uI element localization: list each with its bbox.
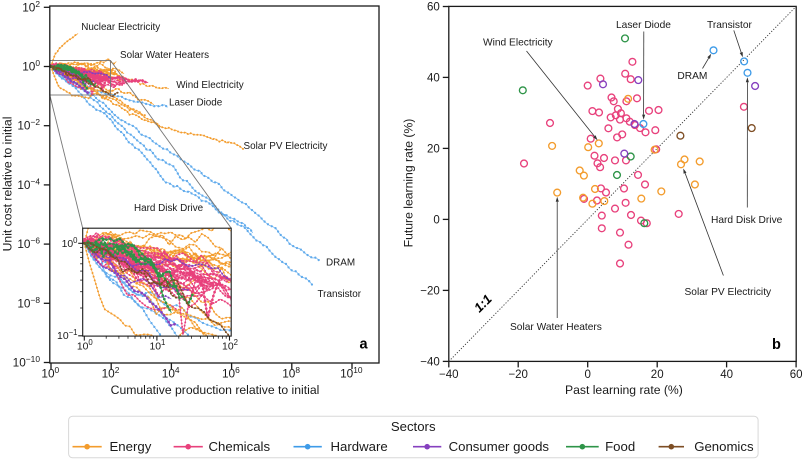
svg-text:Solar PV Electricity: Solar PV Electricity: [244, 141, 328, 152]
svg-text:40: 40: [427, 72, 440, 84]
svg-text:−20: −20: [420, 285, 440, 297]
svg-text:60: 60: [790, 369, 803, 381]
svg-text:Sectors: Sectors: [391, 419, 436, 434]
svg-text:Consumer goods: Consumer goods: [449, 439, 550, 454]
svg-text:Nuclear Electricity: Nuclear Electricity: [81, 22, 160, 33]
svg-text:−20: −20: [508, 369, 528, 381]
svg-text:Laser Diode: Laser Diode: [169, 97, 223, 108]
svg-text:Hardware: Hardware: [331, 439, 388, 454]
svg-text:Hard Disk Drive: Hard Disk Drive: [711, 215, 783, 226]
svg-text:DRAM: DRAM: [677, 71, 707, 82]
svg-text:Cumulative production relative: Cumulative production relative to initia…: [111, 383, 320, 397]
svg-text:Solar Water Heaters: Solar Water Heaters: [510, 322, 602, 333]
svg-text:Chemicals: Chemicals: [209, 439, 271, 454]
svg-text:−40: −40: [420, 356, 440, 368]
svg-text:Food: Food: [605, 439, 635, 454]
svg-text:0: 0: [433, 214, 439, 226]
svg-text:20: 20: [651, 369, 664, 381]
svg-text:Unit cost relative to initial: Unit cost relative to initial: [1, 117, 15, 252]
svg-text:Past learning rate (%): Past learning rate (%): [565, 383, 683, 397]
svg-text:b: b: [772, 337, 781, 353]
svg-text:Transistor: Transistor: [707, 20, 753, 31]
svg-text:Transistor: Transistor: [318, 289, 362, 300]
svg-text:Solar PV Electricity: Solar PV Electricity: [685, 287, 773, 298]
svg-text:DRAM: DRAM: [326, 257, 355, 268]
svg-text:0: 0: [584, 369, 590, 381]
svg-text:Future learning rate (%): Future learning rate (%): [402, 119, 416, 248]
svg-text:20: 20: [427, 143, 440, 155]
svg-text:−40: −40: [439, 369, 459, 381]
svg-text:Solar Water Heaters: Solar Water Heaters: [120, 50, 209, 61]
svg-text:Hard Disk Drive: Hard Disk Drive: [134, 203, 204, 214]
svg-text:a: a: [360, 336, 369, 352]
svg-text:Wind Electricity: Wind Electricity: [483, 37, 554, 48]
svg-text:Laser Diode: Laser Diode: [616, 20, 671, 31]
svg-text:Wind Electricity: Wind Electricity: [176, 80, 244, 91]
svg-text:Energy: Energy: [110, 439, 152, 454]
svg-text:Genomics: Genomics: [694, 439, 754, 454]
svg-text:40: 40: [720, 369, 733, 381]
svg-text:60: 60: [427, 2, 440, 14]
